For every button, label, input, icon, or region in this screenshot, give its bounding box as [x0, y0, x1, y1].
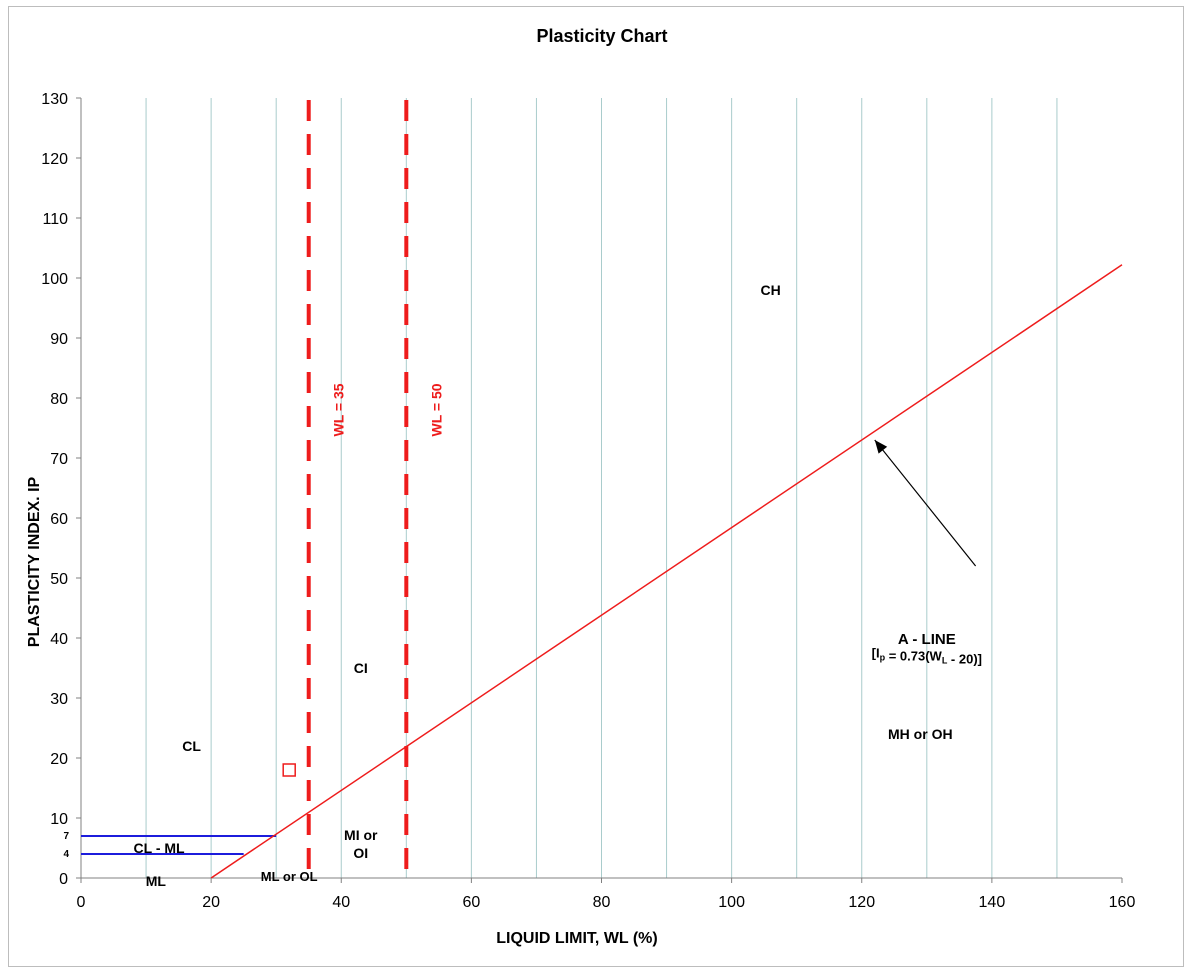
y-tick-label: 90	[50, 331, 68, 348]
y-tick-label: 0	[59, 871, 68, 888]
a-line-label: A - LINE	[898, 631, 956, 648]
y-tick-label: 10	[50, 811, 68, 828]
chart-title: Plasticity Chart	[536, 26, 667, 46]
x-tick-label: 40	[332, 894, 350, 911]
region-label: CI	[354, 660, 368, 676]
sample-point	[282, 763, 296, 777]
region-label: CL - ML	[134, 840, 186, 856]
x-tick-label: 160	[1109, 894, 1136, 911]
x-tick-label: 120	[848, 894, 875, 911]
cl-ml-band-label: 7	[63, 831, 69, 842]
y-tick-label: 30	[50, 691, 68, 708]
x-tick-label: 20	[202, 894, 220, 911]
a-line-arrow-shaft	[874, 439, 977, 567]
cl-ml-band-label: 4	[63, 849, 69, 860]
region-label-mi-oi: MI or	[344, 827, 378, 843]
tick-labels: 0 10 20 30 40 50 60 70 80 90 100 110 120 130 0 20 40 60 80…	[41, 91, 1135, 911]
a-line-arrow-head	[874, 440, 888, 454]
y-tick-label: 70	[50, 451, 68, 468]
region-label-mi-oi: OI	[353, 845, 368, 861]
x-tick-label: 140	[979, 894, 1006, 911]
chart-frame	[8, 6, 1184, 967]
series-layer	[81, 100, 1123, 879]
x-tick-label: 0	[77, 894, 86, 911]
a-line	[210, 264, 1123, 879]
annotations: 7 4 WL = 35 WL = 50 CH CI CL MH or OH CL - ML ML M…	[63, 282, 982, 889]
x-tick-label: 100	[718, 894, 745, 911]
x-axis-title: LIQUID LIMIT, WL (%)	[496, 930, 657, 947]
a-line-equation: [Ip = 0.73(WL - 20)]	[872, 645, 982, 666]
region-label: ML	[146, 873, 167, 889]
region-label: CL	[182, 738, 201, 754]
divider-label: WL = 50	[428, 383, 444, 436]
y-tick-label: 20	[50, 751, 68, 768]
y-tick-label: 40	[50, 631, 68, 648]
divider-label: WL = 35	[331, 383, 347, 436]
x-tick-label: 80	[593, 894, 611, 911]
region-label: CH	[761, 282, 781, 298]
y-tick-label: 130	[41, 91, 68, 108]
region-label: MH or OH	[888, 726, 953, 742]
y-tick-label: 110	[42, 211, 68, 228]
y-tick-label: 80	[50, 391, 68, 408]
y-tick-label: 100	[41, 271, 68, 288]
y-tick-label: 120	[41, 151, 68, 168]
y-tick-label: 50	[50, 571, 68, 588]
grid	[145, 98, 1058, 878]
region-label: ML or OL	[261, 869, 318, 884]
y-tick-label: 60	[50, 511, 68, 528]
x-tick-label: 60	[462, 894, 480, 911]
y-axis-title: PLASTICITY INDEX. IP	[26, 476, 43, 647]
